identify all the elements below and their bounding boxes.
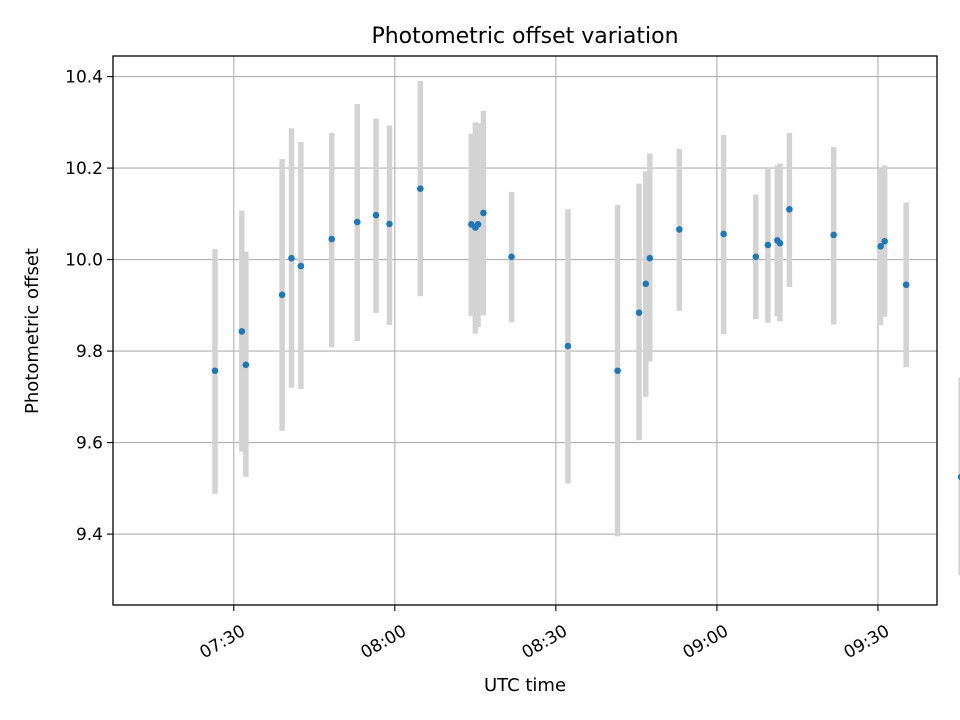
data-point bbox=[288, 254, 295, 262]
data-point bbox=[752, 253, 760, 261]
data-point bbox=[646, 254, 654, 262]
data-point bbox=[386, 220, 393, 228]
data-point bbox=[372, 211, 380, 219]
y-tick-label: 9.8 bbox=[76, 342, 103, 362]
plot-frame bbox=[112, 55, 938, 606]
data-point bbox=[242, 361, 250, 369]
data-point bbox=[764, 241, 772, 249]
data-point bbox=[353, 218, 361, 226]
data-point bbox=[957, 473, 960, 480]
y-axis-label: Photometric offset bbox=[22, 248, 43, 414]
data-point bbox=[830, 231, 837, 239]
data-point bbox=[508, 253, 515, 261]
x-axis-label: UTC time bbox=[484, 675, 566, 696]
data-point bbox=[877, 243, 884, 250]
data-point bbox=[881, 237, 888, 245]
data-point bbox=[635, 309, 643, 316]
y-tick-label: 9.6 bbox=[76, 434, 103, 454]
data-point bbox=[297, 262, 305, 270]
data-point bbox=[238, 328, 246, 335]
data-point bbox=[278, 291, 286, 299]
y-tick-label: 10.2 bbox=[65, 159, 103, 179]
data-point bbox=[902, 281, 910, 289]
data-point bbox=[720, 230, 727, 238]
y-tick-label: 10.4 bbox=[65, 68, 103, 88]
grid bbox=[113, 56, 937, 605]
y-tick-label: 10.0 bbox=[65, 251, 103, 271]
data-point bbox=[480, 209, 487, 217]
data-points bbox=[211, 185, 960, 480]
data-point bbox=[328, 235, 336, 243]
data-point bbox=[676, 226, 683, 233]
chart-title: Photometric offset variation bbox=[371, 24, 678, 49]
data-point bbox=[614, 367, 621, 375]
data-point bbox=[211, 367, 219, 375]
data-point bbox=[417, 185, 424, 192]
data-point bbox=[474, 221, 482, 228]
data-point bbox=[776, 239, 784, 247]
y-tick-label: 9.4 bbox=[76, 525, 103, 545]
data-point bbox=[786, 205, 793, 213]
data-point bbox=[564, 342, 572, 350]
y-axis-ticks: 9.4 9.6 9.8 10.0 10.2 10.4 bbox=[65, 68, 113, 545]
data-point bbox=[642, 280, 650, 288]
